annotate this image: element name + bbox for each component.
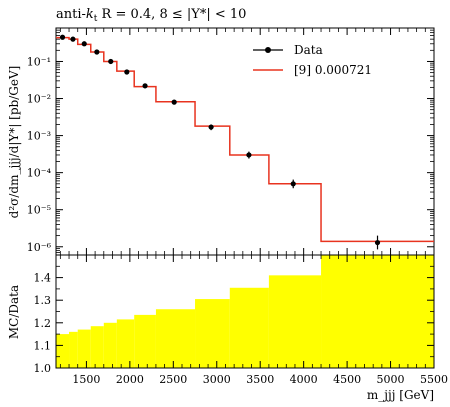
- x-tick-label: 1500: [72, 373, 100, 386]
- ratio-y-tick-label: 1.0: [34, 362, 52, 375]
- x-tick-label: 3000: [203, 373, 231, 386]
- data-point: [124, 69, 130, 75]
- title-rest: R = 0.4, 8 ≤ |Y*| < 10: [97, 7, 246, 22]
- main-plot-panel: 10⁻⁶ 10⁻⁵ 10⁻⁴ 10⁻³ 10⁻² 10⁻¹ Data [9] 0.0007…: [7, 27, 435, 256]
- ratio-bar: [77, 329, 91, 368]
- chart-title: anti-kt R = 0.4, 8 ≤ |Y*| < 10: [56, 7, 246, 24]
- main-y-tick-label: 10⁻²: [27, 93, 51, 106]
- ratio-bar: [103, 322, 117, 368]
- legend-prediction-label: [9] 0.000721: [294, 63, 372, 77]
- x-axis: 1500 2000 2500 3000 3500 4000 4500 5000 5500: [59, 28, 448, 386]
- x-axis-label: m_jjj [GeV]: [367, 388, 434, 402]
- legend: Data [9] 0.000721: [253, 43, 372, 77]
- x-tick-label: 2000: [116, 373, 144, 386]
- ratio-y-tick-label: 1.1: [34, 339, 52, 352]
- ratio-bar: [229, 287, 269, 368]
- x-tick-label: 2500: [159, 373, 187, 386]
- legend-data-marker: [265, 47, 271, 53]
- x-tick-label: 5000: [377, 373, 405, 386]
- data-point: [94, 49, 100, 55]
- data-point: [208, 124, 214, 130]
- main-y-tick-label: 10⁻⁴: [27, 167, 52, 180]
- title-k: k: [86, 7, 94, 22]
- ratio-plot-panel: 1.0 1.1 1.2 1.3 1.4 1500 2000 2500 3000 3500 4000…: [7, 28, 448, 402]
- ratio-band-series: [56, 255, 434, 368]
- ratio-bar: [134, 314, 156, 368]
- ratio-bar: [116, 319, 135, 368]
- data-point: [81, 41, 87, 47]
- ratio-bar: [321, 255, 434, 368]
- title-prefix: anti-: [56, 7, 86, 22]
- x-tick-label: 4500: [333, 373, 361, 386]
- x-tick-label: 4000: [290, 373, 318, 386]
- title-k-sub: t: [94, 14, 98, 24]
- data-point: [70, 36, 76, 42]
- x-tick-label: 3500: [246, 373, 274, 386]
- ratio-y-axis: 1.0 1.1 1.2 1.3 1.4: [34, 265, 434, 375]
- main-y-tick-label: 10⁻⁶: [27, 241, 52, 254]
- data-point: [374, 239, 381, 246]
- ratio-y-tick-label: 1.4: [34, 272, 52, 285]
- ratio-bar: [56, 334, 70, 368]
- data-point: [290, 181, 296, 187]
- main-y-axis-label: d²σ/dm_jjj/d|Y*| [pb/GeV]: [7, 66, 21, 219]
- ratio-bar: [195, 299, 230, 368]
- ratio-y-tick-label: 1.2: [34, 317, 52, 330]
- ratio-y-axis-label: MC/Data: [7, 285, 21, 339]
- data-point: [171, 99, 177, 105]
- data-point: [246, 152, 252, 158]
- ratio-bar: [90, 326, 104, 368]
- legend-data-label: Data: [294, 43, 323, 57]
- ratio-bar: [155, 309, 196, 368]
- main-y-tick-label: 10⁻³: [27, 130, 51, 143]
- ratio-bar: [268, 275, 322, 368]
- x-tick-label: 5500: [420, 373, 448, 386]
- ratio-bar: [69, 331, 78, 368]
- prediction-series: [56, 36, 434, 243]
- data-point: [108, 58, 114, 65]
- data-series: [59, 34, 381, 250]
- ratio-y-tick-label: 1.3: [34, 294, 52, 307]
- main-y-tick-label: 10⁻¹: [27, 55, 51, 68]
- data-point: [59, 34, 66, 40]
- main-y-axis: 10⁻⁶ 10⁻⁵ 10⁻⁴ 10⁻³ 10⁻² 10⁻¹: [27, 27, 434, 254]
- main-y-tick-label: 10⁻⁵: [27, 204, 51, 217]
- prediction-step-line: [56, 36, 434, 243]
- data-point: [142, 83, 148, 89]
